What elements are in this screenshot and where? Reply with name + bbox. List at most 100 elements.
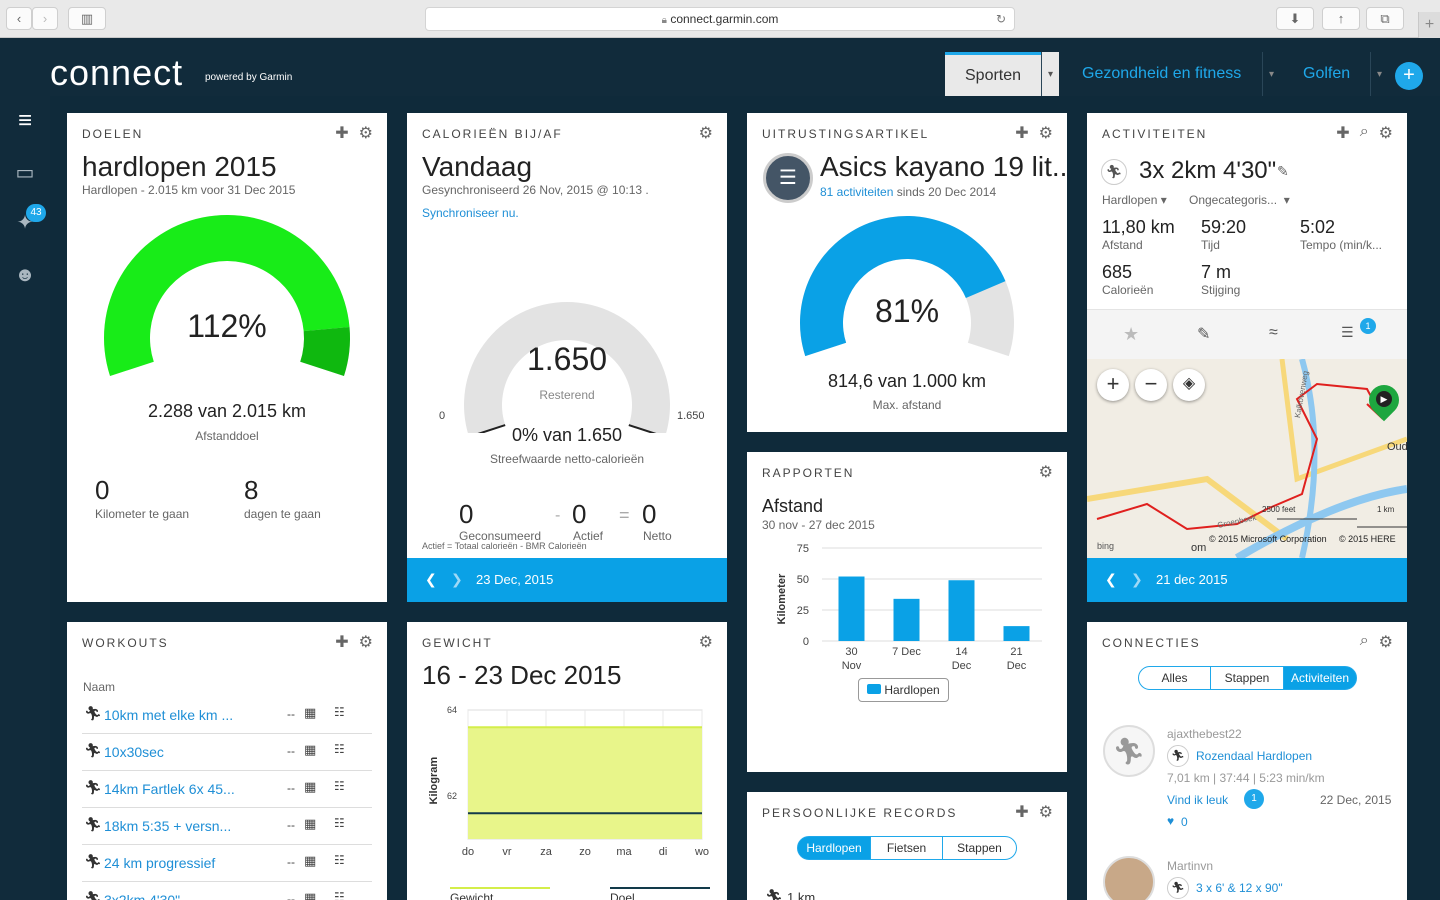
records-tab-cycling[interactable]: Fietsen: [870, 836, 943, 860]
workout-name[interactable]: 14km Fartlek 6x 45...: [104, 781, 235, 797]
downloads-button[interactable]: ⬇: [1276, 7, 1314, 30]
workout-name[interactable]: 3x2km 4'30": [104, 892, 181, 900]
stat-time: 59:20 Tijd: [1201, 217, 1246, 252]
send-to-device-icon[interactable]: ☷: [334, 705, 345, 719]
avatar[interactable]: 🏃︎: [1103, 725, 1155, 777]
heart-icon[interactable]: ♥: [1167, 814, 1175, 828]
activity-map[interactable]: + − ◈ ▶ Oud Kalkovenweg Groenboek 2500 f…: [1087, 359, 1407, 558]
prev-arrow-icon[interactable]: ❮: [1105, 571, 1117, 587]
workout-row[interactable]: 🏃︎ 18km 5:35 + versn... -- ▦ ☷: [82, 808, 372, 845]
address-bar[interactable]: 🔒︎ connect.garmin.com ↻: [425, 7, 1015, 31]
tabs-button[interactable]: ⧉: [1366, 7, 1404, 30]
tab-golfen[interactable]: Golfen: [1283, 52, 1370, 96]
report-legend[interactable]: Hardlopen: [858, 678, 949, 702]
gear-icon[interactable]: ⚙: [698, 634, 713, 651]
menu-icon[interactable]: ≡: [17, 107, 32, 134]
records-tab-walking[interactable]: Stappen: [942, 836, 1017, 860]
feed-user[interactable]: ajaxthebest22: [1167, 727, 1242, 741]
add-icon[interactable]: ✚: [1015, 125, 1029, 142]
connections-tab-steps[interactable]: Stappen: [1210, 666, 1284, 690]
add-icon[interactable]: ✚: [335, 634, 349, 651]
calendar-icon[interactable]: ▦: [304, 742, 317, 757]
add-tab-button[interactable]: +: [1395, 62, 1423, 90]
back-button[interactable]: ‹: [6, 7, 32, 30]
tab-golfen-caret[interactable]: ▾: [1370, 52, 1388, 96]
connections-tab-activities[interactable]: Activiteiten: [1283, 666, 1357, 690]
add-icon[interactable]: ✚: [335, 125, 349, 142]
edit-note-icon[interactable]: ✎: [1197, 326, 1211, 343]
workout-dash: --: [287, 707, 295, 721]
calendar-icon[interactable]: ▦: [304, 705, 317, 720]
send-to-device-icon[interactable]: ☷: [334, 779, 345, 793]
workout-row[interactable]: 🏃︎ 3x2km 4'30" -- ▦ ☷: [82, 882, 372, 900]
connect-logo[interactable]: connect: [50, 52, 184, 93]
prev-arrow-icon[interactable]: ❮: [425, 571, 437, 587]
send-to-device-icon[interactable]: ☷: [334, 816, 345, 830]
feed-user[interactable]: Martinvn: [1167, 859, 1214, 873]
edit-icon[interactable]: ✎: [1277, 163, 1289, 179]
gear-gauge: [800, 215, 1014, 357]
send-to-device-icon[interactable]: ☷: [334, 742, 345, 756]
workout-name[interactable]: 24 km progressief: [104, 855, 216, 871]
sync-now-link[interactable]: Synchroniseer nu.: [422, 206, 519, 220]
activities-link[interactable]: 81 activiteiten: [820, 185, 894, 199]
reload-icon[interactable]: ↻: [995, 12, 1006, 26]
zoom-out-button[interactable]: −: [1135, 369, 1167, 401]
search-icon[interactable]: ⌕: [1359, 123, 1369, 140]
like-link[interactable]: Vind ik leuk: [1167, 793, 1229, 807]
calendar-icon[interactable]: ▦: [304, 890, 317, 900]
chart-icon[interactable]: ≈: [1269, 324, 1278, 341]
gear-icon[interactable]: ⚙: [1378, 125, 1393, 142]
calendar-icon[interactable]: ▦: [304, 816, 317, 831]
profile-icon[interactable]: ☻: [14, 264, 36, 286]
gear-icon[interactable]: ⚙: [358, 634, 373, 651]
stat-ascent: 7 m Stijging: [1201, 262, 1240, 297]
calendar-icon[interactable]: ▦: [304, 779, 317, 794]
workout-row[interactable]: 🏃︎ 10x30sec -- ▦ ☷: [82, 734, 372, 771]
feed-activity-link[interactable]: 3 x 6' & 12 x 90": [1196, 881, 1283, 895]
gear-icon[interactable]: ⚙: [698, 125, 713, 142]
gear-icon[interactable]: ⚙: [1038, 125, 1053, 142]
share-button[interactable]: ↑: [1322, 7, 1360, 30]
next-arrow-icon[interactable]: ❯: [1131, 571, 1143, 587]
shoe-icon[interactable]: ☰: [1341, 324, 1354, 340]
workout-name[interactable]: 18km 5:35 + versn...: [104, 818, 232, 834]
avatar[interactable]: [1103, 856, 1155, 900]
connections-tab-all[interactable]: Alles: [1138, 666, 1211, 690]
add-icon[interactable]: ✚: [1015, 804, 1029, 821]
workout-row[interactable]: 🏃︎ 24 km progressief -- ▦ ☷: [82, 845, 372, 882]
search-icon[interactable]: ⌕: [1359, 632, 1369, 649]
add-icon[interactable]: ✚: [1336, 125, 1350, 142]
zoom-in-button[interactable]: +: [1097, 369, 1129, 401]
activity-type[interactable]: Hardlopen ▾: [1102, 193, 1167, 207]
workout-name[interactable]: 10x30sec: [104, 744, 164, 760]
feed-activity-link[interactable]: Rozendaal Hardlopen: [1196, 749, 1313, 763]
tab-gezondheid-caret[interactable]: ▾: [1262, 52, 1280, 96]
remaining-value: 1.650: [526, 341, 608, 377]
x-tick-label: ma: [616, 846, 632, 858]
tab-sporten[interactable]: Sporten: [945, 52, 1041, 96]
gear-icon[interactable]: ⚙: [1038, 464, 1053, 481]
star-icon[interactable]: ★: [1123, 324, 1140, 344]
workout-name[interactable]: 10km met elke km ...: [104, 707, 234, 723]
inbox-icon[interactable]: ▭: [15, 162, 35, 184]
sidebar-toggle-icon[interactable]: ▥: [68, 7, 106, 30]
records-tab-running[interactable]: Hardlopen: [797, 836, 871, 860]
calories-date: 23 Dec, 2015: [476, 572, 554, 587]
next-arrow-icon[interactable]: ❯: [451, 571, 463, 587]
gear-icon[interactable]: ⚙: [1038, 804, 1053, 821]
activity-category[interactable]: Ongecategoris... ▾: [1189, 193, 1290, 207]
calendar-icon[interactable]: ▦: [304, 853, 317, 868]
gear-icon[interactable]: ⚙: [358, 125, 373, 142]
workout-row[interactable]: 🏃︎ 10km met elke km ... -- ▦ ☷: [82, 697, 372, 734]
stat-label: Tijd: [1201, 238, 1220, 252]
layers-icon[interactable]: ◈: [1173, 369, 1205, 401]
forward-button[interactable]: ›: [32, 7, 58, 30]
send-to-device-icon[interactable]: ☷: [334, 853, 345, 867]
tab-sporten-caret[interactable]: ▾: [1041, 52, 1059, 96]
tab-gezondheid[interactable]: Gezondheid en fitness: [1062, 52, 1261, 96]
workout-row[interactable]: 🏃︎ 14km Fartlek 6x 45... -- ▦ ☷: [82, 771, 372, 808]
new-tab-button[interactable]: +: [1418, 12, 1440, 38]
gear-icon[interactable]: ⚙: [1378, 634, 1393, 651]
send-to-device-icon[interactable]: ☷: [334, 890, 345, 900]
